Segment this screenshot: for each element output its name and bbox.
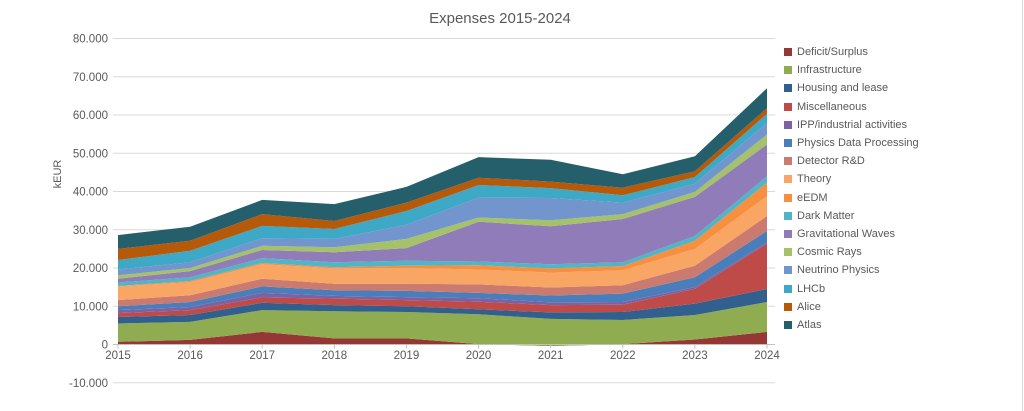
legend-swatch-icon [784, 266, 792, 275]
legend-label: Dark Matter [797, 209, 855, 222]
y-tick-label: 10.000 [73, 301, 108, 313]
legend-item-housing-and-lease: Housing and lease [784, 79, 919, 97]
legend-label: Alice [797, 300, 821, 313]
legend-label: Atlas [797, 318, 822, 331]
legend-swatch-icon [784, 302, 792, 311]
area-infrastructure [118, 302, 767, 346]
legend-label: Housing and lease [797, 82, 889, 95]
area-housing-and-lease [118, 289, 767, 324]
legend-swatch-icon [784, 139, 792, 148]
y-tick-label: 40.000 [73, 187, 108, 199]
area-alice [118, 108, 767, 260]
legend-swatch-icon [784, 157, 792, 166]
legend-swatch-icon [784, 84, 792, 93]
legend-label: Gravitational Waves [797, 227, 896, 240]
legend: Deficit/Surplus Infrastructure Housing and… [784, 43, 919, 334]
legend-label: Neutrino Physics [797, 264, 880, 277]
area-lhcb [118, 113, 767, 270]
legend-item-physics-data-processing: Physics Data Processing [784, 134, 919, 152]
y-tick-label: 50.000 [73, 148, 108, 160]
y-tick-label: 30.000 [73, 225, 108, 237]
legend-item-lhcb: LHCb [784, 279, 919, 297]
legend-item-atlas: Atlas [784, 316, 919, 334]
area-atlas [118, 88, 767, 249]
area-neutrino-physics [118, 123, 767, 276]
area-deficit-surplus [118, 331, 767, 346]
y-axis-title: kEUR [52, 159, 64, 189]
legend-swatch-icon [784, 120, 792, 129]
x-tick-label: 2024 [754, 350, 780, 362]
legend-label: Detector R&D [797, 155, 865, 168]
legend-label: IPP/industrial activities [797, 118, 908, 131]
y-tick-label: 80.000 [73, 34, 108, 46]
area-gravitational-waves [118, 144, 767, 283]
y-tick-label: -10.000 [69, 378, 108, 390]
area-theory [118, 196, 767, 301]
chart-title: Expenses 2015-2024 [429, 10, 571, 27]
legend-swatch-icon [784, 48, 792, 57]
legend-label: eEDM [797, 191, 828, 204]
legend-item-alice: Alice [784, 298, 919, 316]
legend-swatch-icon [784, 211, 792, 220]
legend-label: Cosmic Rays [797, 246, 862, 259]
legend-item-deficit-surplus: Deficit/Surplus [784, 43, 919, 61]
legend-swatch-icon [784, 175, 792, 184]
legend-item-neutrino-physics: Neutrino Physics [784, 261, 919, 279]
area-detector-r-d [118, 216, 767, 307]
x-tick-label: 2017 [249, 350, 275, 362]
legend-label: Theory [797, 173, 832, 186]
x-tick-label: 2016 [177, 350, 203, 362]
legend-item-ipp-industrial-activities: IPP/industrial activities [784, 116, 919, 134]
legend-label: Miscellaneous [797, 100, 867, 113]
y-tick-label: 70.000 [73, 72, 108, 84]
legend-swatch-icon [784, 66, 792, 75]
legend-label: Deficit/Surplus [797, 46, 868, 59]
legend-item-theory: Theory [784, 170, 919, 188]
area-eedm [118, 182, 767, 287]
x-tick-label: 2021 [538, 350, 564, 362]
y-tick-label: 60.000 [73, 110, 108, 122]
x-tick-label: 2023 [682, 350, 708, 362]
legend-swatch-icon [784, 193, 792, 202]
legend-swatch-icon [784, 102, 792, 111]
x-tick-label: 2015 [105, 350, 131, 362]
legend-item-gravitational-waves: Gravitational Waves [784, 225, 919, 243]
y-tick-label: 20.000 [73, 263, 108, 275]
x-tick-label: 2022 [610, 350, 636, 362]
legend-swatch-icon [784, 284, 792, 293]
x-tick-label: 2020 [466, 350, 492, 362]
area-miscellaneous [118, 243, 767, 317]
y-tick-label: 0 [102, 340, 108, 352]
legend-label: Physics Data Processing [797, 137, 919, 150]
legend-item-eedm: eEDM [784, 189, 919, 207]
legend-swatch-icon [784, 248, 792, 257]
area-ipp-industrial-activities [118, 242, 767, 314]
legend-label: Infrastructure [797, 64, 862, 77]
x-tick-label: 2019 [394, 350, 420, 362]
legend-item-detector-r-d: Detector R&D [784, 152, 919, 170]
legend-item-cosmic-rays: Cosmic Rays [784, 243, 919, 261]
x-tick-label: 2018 [322, 350, 348, 362]
area-dark-matter [118, 176, 767, 286]
legend-item-dark-matter: Dark Matter [784, 207, 919, 225]
legend-item-miscellaneous: Miscellaneous [784, 98, 919, 116]
legend-label: LHCb [797, 282, 826, 295]
area-physics-data-processing [118, 230, 767, 311]
legend-item-infrastructure: Infrastructure [784, 61, 919, 79]
legend-swatch-icon [784, 320, 792, 329]
legend-swatch-icon [784, 229, 792, 238]
